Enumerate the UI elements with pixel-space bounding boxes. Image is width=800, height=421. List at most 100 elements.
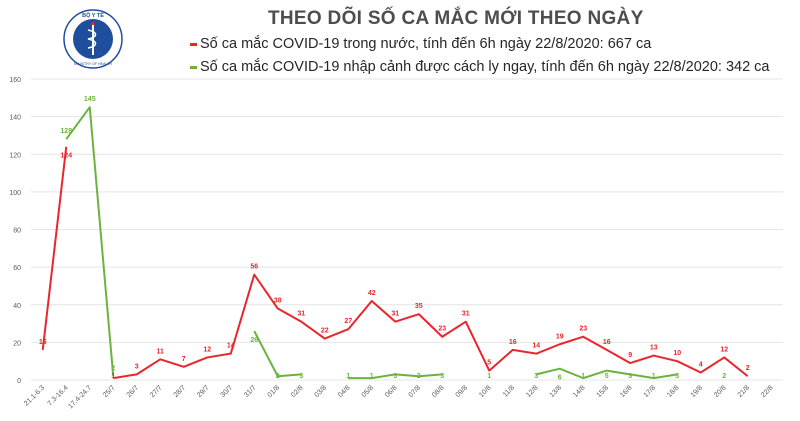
data-label: 31 (297, 311, 305, 318)
data-label: 10 (673, 350, 681, 357)
data-label: 14 (227, 343, 235, 350)
x-tick-label: 21.1-6.3 (23, 384, 46, 407)
legend-label-domestic: Số ca mắc COVID-19 trong nước, tính đến … (200, 36, 652, 52)
x-tick-label: 12/8 (525, 384, 540, 399)
x-tick-label: 16/8 (619, 384, 634, 399)
data-label: 1 (487, 373, 491, 380)
data-label: 11 (157, 348, 165, 355)
series-line-1 (348, 373, 443, 380)
data-label: 3 (135, 363, 139, 370)
series-line-1 (253, 330, 302, 378)
data-label: 5 (605, 373, 609, 380)
data-label: 31 (462, 311, 470, 318)
data-label: 19 (556, 333, 564, 340)
x-tick-label: 05/8 (361, 384, 376, 399)
x-tick-label: 04/8 (337, 384, 352, 399)
series-line-0 (113, 273, 749, 380)
x-tick-label: 31/7 (243, 384, 258, 399)
data-label: 38 (274, 298, 282, 305)
data-label: 7 (182, 356, 186, 363)
x-tick-label: 08/8 (431, 384, 446, 399)
y-tick-label: 40 (13, 303, 21, 310)
x-tick-label: 25/7 (102, 384, 117, 399)
data-label: 2 (746, 365, 750, 372)
data-label: 31 (391, 311, 399, 318)
data-label: 3 (628, 373, 632, 380)
x-tick-label: 17.4-24.7 (67, 384, 93, 410)
x-tick-label: 17/8 (643, 384, 658, 399)
data-label: 9 (628, 352, 632, 359)
legend-dash-domestic (190, 42, 197, 46)
y-tick-label: 60 (13, 265, 21, 272)
data-label: 3 (299, 373, 303, 380)
y-tick-label: 100 (9, 190, 21, 197)
x-tick-label: 30/7 (220, 384, 235, 399)
x-tick-label: 01/8 (267, 384, 282, 399)
data-label: 35 (415, 303, 423, 310)
data-label: 23 (579, 326, 587, 333)
data-label: 1 (370, 373, 374, 380)
x-tick-label: 18/8 (666, 384, 681, 399)
x-tick-label: 27/7 (149, 384, 164, 399)
data-label: 13 (650, 345, 658, 352)
data-label: 3 (675, 373, 679, 380)
series-line-0 (41, 146, 68, 351)
data-label: 14 (532, 343, 540, 350)
legend-item-imported: Số ca mắc COVID-19 nhập cảnh được cách l… (190, 59, 770, 75)
x-tick-label: 15/8 (596, 384, 611, 399)
x-tick-label: 06/8 (384, 384, 399, 399)
x-tick-label: 21/8 (737, 384, 752, 399)
data-label: 6 (558, 375, 562, 382)
y-tick-label: 140 (9, 115, 21, 122)
series-line-1 (65, 106, 115, 377)
x-tick-label: 26/7 (126, 384, 141, 399)
x-tick-label: 10/8 (478, 384, 493, 399)
data-label: 16 (39, 339, 47, 346)
logo-bottom-text: MINISTRY OF HEALTH (74, 62, 112, 66)
ministry-of-health-emblem-icon: BỘ Y TẾ MINISTRY OF HEALTH (63, 9, 123, 69)
x-tick-label: 14/8 (572, 384, 587, 399)
data-label: 3 (393, 373, 397, 380)
data-label: 27 (344, 318, 352, 325)
logo-top-text: BỘ Y TẾ (82, 11, 104, 19)
data-label: 2 (111, 365, 115, 372)
y-tick-label: 80 (13, 228, 21, 235)
data-label: 145 (84, 96, 96, 103)
y-tick-label: 20 (13, 340, 21, 347)
x-tick-label: 28/7 (173, 384, 188, 399)
x-tick-label: 22/8 (760, 384, 775, 399)
data-label: 12 (720, 346, 728, 353)
data-label: 1 (581, 373, 585, 380)
data-label: 16 (603, 339, 611, 346)
data-label: 1 (346, 373, 350, 380)
x-tick-label: 13/8 (549, 384, 564, 399)
data-label: 1 (652, 373, 656, 380)
y-tick-label: 120 (9, 152, 21, 159)
data-label: 2 (417, 373, 421, 380)
data-label: 22 (321, 328, 329, 335)
x-tick-label: 07/8 (408, 384, 423, 399)
legend-item-domestic: Số ca mắc COVID-19 trong nước, tính đến … (190, 36, 651, 52)
data-label: 26 (250, 337, 258, 344)
data-label: 42 (368, 290, 376, 297)
x-tick-label: 03/8 (314, 384, 329, 399)
x-tick-label: 02/8 (290, 384, 305, 399)
data-label: 3 (440, 373, 444, 380)
x-tick-label: 11/8 (502, 384, 516, 398)
chart-title: THEO DÕI SỐ CA MẮC MỚI THEO NGÀY (268, 8, 644, 29)
data-label: 128 (60, 128, 72, 135)
series-line-1 (536, 367, 678, 380)
data-label: 56 (250, 264, 258, 271)
data-label: 16 (509, 339, 517, 346)
x-tick-label: 09/8 (455, 384, 470, 399)
y-tick-label: 160 (9, 77, 21, 84)
data-label: 12 (203, 346, 211, 353)
data-label: 4 (699, 361, 703, 368)
data-label: 3 (534, 373, 538, 380)
data-label: 23 (438, 326, 446, 333)
x-tick-label: 7.3-16.4 (47, 384, 70, 407)
data-label: 2 (276, 373, 280, 380)
legend-dash-imported (190, 65, 197, 69)
data-label: 124 (60, 153, 72, 160)
